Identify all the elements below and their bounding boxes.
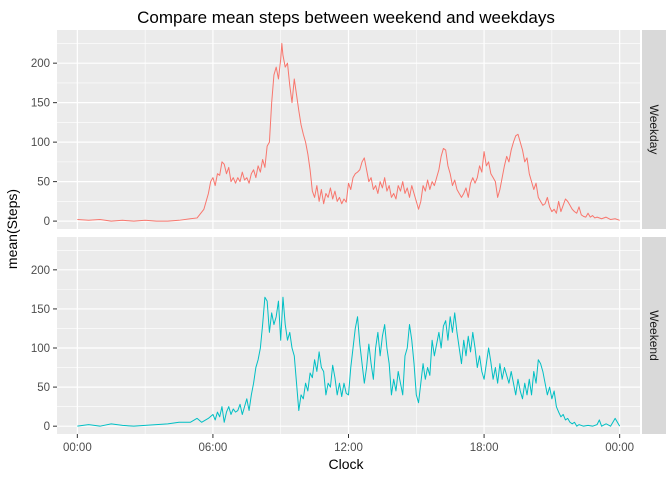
x-tick-label: 00:00 bbox=[605, 442, 634, 454]
x-tick-label: 00:00 bbox=[63, 442, 92, 454]
series-line-weekday bbox=[77, 42, 620, 222]
x-axis: 00:00 06:00 12:00 18:00 00:00 bbox=[63, 434, 634, 454]
strip-background bbox=[642, 237, 666, 434]
x-tick-label: 12:00 bbox=[334, 442, 363, 454]
y-tick-label: 150 bbox=[31, 98, 50, 110]
chart-title: Compare mean steps between weekend and w… bbox=[137, 8, 555, 27]
panel-weekend: 0 50 100 150 200 Weekend bbox=[31, 237, 666, 434]
y-tick-label: 50 bbox=[37, 382, 50, 394]
x-tick-label: 06:00 bbox=[199, 442, 228, 454]
y-tick-label: 50 bbox=[37, 177, 50, 189]
series-line-weekend bbox=[77, 296, 621, 427]
y-tick-label: 100 bbox=[31, 343, 50, 355]
y-tick-label: 0 bbox=[44, 216, 50, 228]
y-axis-title: mean(Steps) bbox=[4, 189, 20, 269]
strip-background bbox=[642, 30, 666, 229]
panel-weekday: 0 50 100 150 200 Weekday bbox=[31, 30, 666, 229]
y-tick-label: 200 bbox=[31, 265, 50, 277]
panels-layer: 0 50 100 150 200 Weekday 0 50 100 150 200 Weekend bbox=[31, 30, 666, 434]
x-axis-title: Clock bbox=[328, 456, 364, 472]
x-tick-label: 18:00 bbox=[470, 442, 499, 454]
y-tick-label: 150 bbox=[31, 304, 50, 316]
y-tick-label: 100 bbox=[31, 137, 50, 149]
y-tick-label: 0 bbox=[44, 421, 50, 433]
strip-label-weekend: Weekend bbox=[647, 310, 661, 360]
strip-label-weekday: Weekday bbox=[647, 105, 661, 155]
y-tick-label: 200 bbox=[31, 58, 50, 70]
